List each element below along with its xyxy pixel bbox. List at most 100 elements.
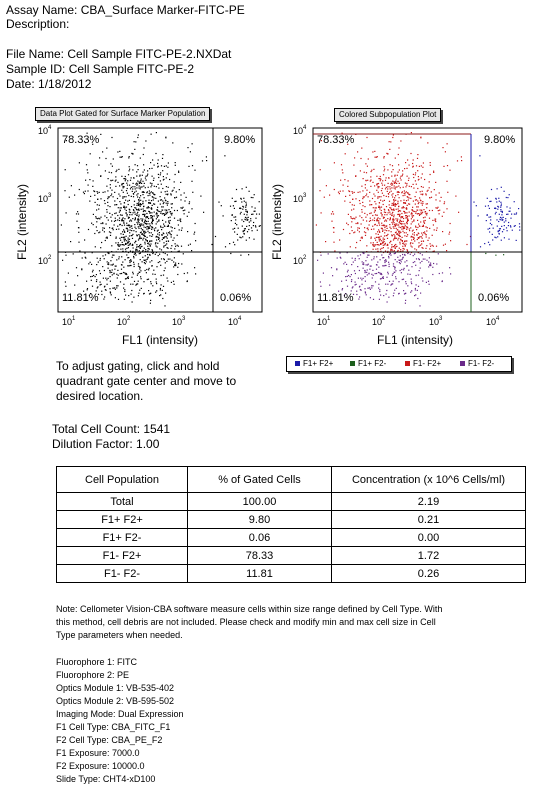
scatter-dot xyxy=(194,231,196,233)
scatter-dot xyxy=(158,187,160,189)
scatter-dot xyxy=(425,203,427,205)
scatter-dot xyxy=(378,220,380,222)
scatter-dot xyxy=(398,185,400,187)
scatter-dot xyxy=(145,216,147,218)
scatter-dot xyxy=(142,171,144,173)
scatter-dot xyxy=(60,224,62,226)
scatter-dot xyxy=(362,201,364,203)
scatter-dot xyxy=(243,228,246,230)
scatter-dot xyxy=(357,266,359,268)
x-ticks: 10 1 10 2 10 3 10 4 xyxy=(62,316,242,327)
scatter-dot xyxy=(156,209,158,211)
scatter-dot xyxy=(404,225,406,227)
scatter-dot xyxy=(253,210,255,212)
scatter-dot xyxy=(129,226,131,229)
scatter-dot xyxy=(148,211,151,213)
scatter-dot xyxy=(402,256,404,258)
legend-swatch xyxy=(405,361,410,367)
scatter-dot xyxy=(428,187,430,189)
scatter-dot xyxy=(392,169,394,171)
scatter-dot xyxy=(152,179,155,181)
scatter-dot xyxy=(142,239,144,241)
scatter-dot xyxy=(389,224,391,226)
scatter-dot xyxy=(149,240,151,242)
scatter-dot xyxy=(408,228,410,230)
scatter-dot xyxy=(418,201,420,204)
scatter-dot xyxy=(142,200,144,202)
scatter-dot xyxy=(334,250,336,252)
scatter-dot xyxy=(155,186,157,188)
scatter-dot xyxy=(91,252,93,254)
scatter-dot xyxy=(77,213,80,215)
scatter-dot xyxy=(233,216,235,218)
scatter-dot xyxy=(377,191,379,193)
scatter-dot xyxy=(371,285,373,287)
scatter-dot xyxy=(407,196,409,198)
scatter-dot xyxy=(130,177,132,179)
scatter-dot xyxy=(128,199,130,201)
scatter-dot xyxy=(120,248,122,250)
col-header-concentration: Concentration (x 10^6 Cells/ml) xyxy=(331,466,526,493)
param-line: Fluorophore 2: PE xyxy=(56,670,130,680)
scatter-dot xyxy=(107,190,109,192)
scatter-dot xyxy=(441,215,443,217)
scatter-dot xyxy=(141,245,143,247)
scatter-dot xyxy=(383,224,385,226)
legend-label: F1- F2- xyxy=(468,359,495,368)
scatter-dot xyxy=(369,204,371,206)
scatter-dot xyxy=(244,228,246,230)
scatter-dot xyxy=(129,214,131,216)
scatter-dot xyxy=(130,211,132,214)
scatter-dot xyxy=(363,231,366,233)
scatter-dot xyxy=(130,219,132,221)
scatter-dot xyxy=(240,211,242,213)
scatter-dot xyxy=(70,241,72,243)
scatter-dot xyxy=(338,193,340,195)
scatter-dot xyxy=(157,183,159,185)
scatter-dot xyxy=(407,219,409,221)
scatter-dot xyxy=(398,226,400,228)
scatter-dot xyxy=(124,178,126,180)
scatter-dot xyxy=(422,201,424,203)
scatter-dot xyxy=(121,241,123,243)
scatter-dot xyxy=(364,272,366,274)
scatter-dot xyxy=(500,209,502,211)
scatter-dot xyxy=(408,177,410,179)
scatter-dot xyxy=(413,187,415,189)
scatter-dot xyxy=(381,187,383,190)
scatter-dot xyxy=(193,233,195,235)
scatter-dot xyxy=(114,200,116,202)
scatter-dot xyxy=(160,258,163,260)
scatter-dot xyxy=(123,266,125,268)
scatter-dot xyxy=(497,231,499,233)
scatter-dot xyxy=(384,264,386,267)
description: Description: xyxy=(6,17,70,31)
scatter-dot xyxy=(413,219,415,221)
scatter-dot xyxy=(141,219,143,221)
scatter-dot xyxy=(340,179,342,181)
scatter-dot xyxy=(166,194,169,196)
scatter-dot xyxy=(234,231,236,233)
scatter-dot xyxy=(138,208,140,210)
scatter-dot xyxy=(421,213,423,215)
scatter-dot xyxy=(126,192,128,194)
scatter-dot xyxy=(345,279,347,281)
scatter-dot xyxy=(429,173,431,176)
scatter-dot xyxy=(395,199,397,201)
scatter-dot xyxy=(191,143,193,145)
scatter-dot xyxy=(407,273,409,275)
x-axis-label: FL1 (intensity) xyxy=(377,333,453,347)
scatter-dot xyxy=(152,234,154,236)
quadrant-ur-value: 9.80% xyxy=(224,134,255,146)
scatter-dot xyxy=(164,213,166,215)
scatter-dot xyxy=(178,250,180,252)
scatter-dot xyxy=(183,192,185,194)
colored-subpopulation-plot[interactable]: 78.33% 9.80% 11.81% 0.06% 10 4 10 3 10 2 10… xyxy=(255,118,530,358)
scatter-dot xyxy=(405,232,407,234)
dot-plot-gated[interactable]: 78.33% 9.80% 11.81% 0.06% 10 4 10 3 10 2 10… xyxy=(0,118,270,358)
scatter-dot xyxy=(403,199,405,201)
scatter-dot xyxy=(162,274,165,276)
scatter-dot xyxy=(147,242,149,245)
scatter-dot xyxy=(178,229,180,231)
scatter-dot xyxy=(389,219,391,221)
